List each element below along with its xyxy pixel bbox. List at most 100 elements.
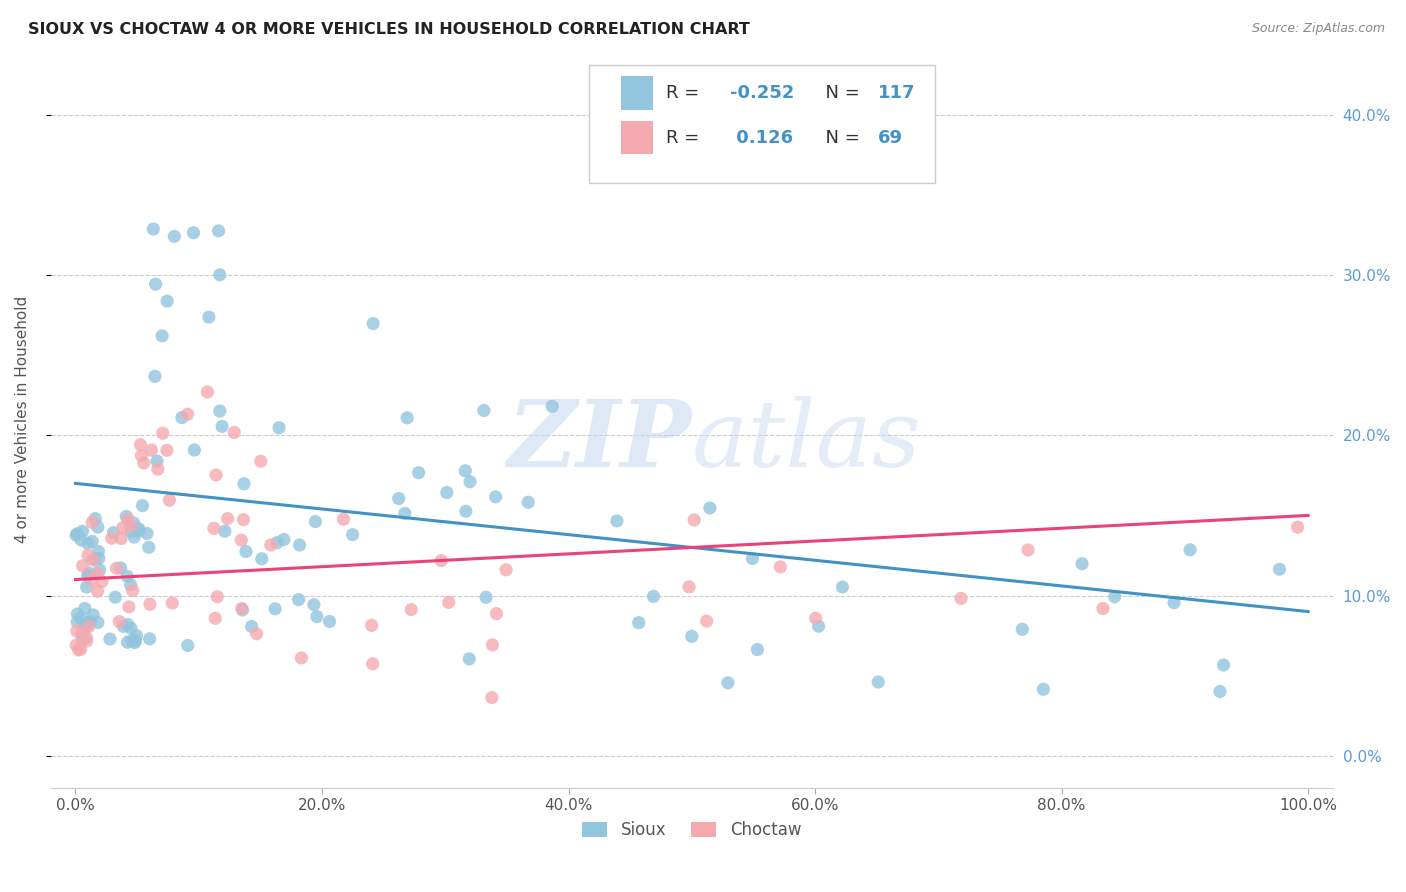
Point xyxy=(145,277,167,292)
Point xyxy=(100,531,122,545)
Text: atlas: atlas xyxy=(692,396,921,486)
Text: 117: 117 xyxy=(877,84,915,102)
Point xyxy=(231,601,253,615)
Point xyxy=(606,514,628,528)
Point xyxy=(76,536,98,550)
Point xyxy=(66,615,89,629)
Point xyxy=(138,632,160,646)
Point xyxy=(207,224,229,238)
Point xyxy=(288,538,311,552)
Point xyxy=(121,583,143,598)
Text: N =: N = xyxy=(814,128,865,146)
Point xyxy=(408,466,430,480)
Point xyxy=(132,456,155,470)
Point xyxy=(197,384,219,399)
Point xyxy=(86,566,108,581)
Point xyxy=(260,538,283,552)
Point xyxy=(430,553,453,567)
Point xyxy=(156,294,179,309)
Point xyxy=(110,561,132,575)
Text: R =: R = xyxy=(666,128,706,146)
Point xyxy=(143,369,166,384)
Point xyxy=(146,454,169,468)
Point xyxy=(117,635,139,649)
Point xyxy=(627,615,650,630)
Point xyxy=(84,511,107,525)
Point xyxy=(156,443,179,458)
Point xyxy=(152,426,174,441)
Point xyxy=(807,619,830,633)
Point xyxy=(699,501,721,516)
Point xyxy=(122,516,145,530)
FancyBboxPatch shape xyxy=(621,77,654,110)
Point xyxy=(163,229,186,244)
Point xyxy=(472,403,495,417)
Point xyxy=(117,512,139,526)
Point xyxy=(454,464,477,478)
Point xyxy=(246,626,269,640)
Point xyxy=(69,611,91,625)
Point xyxy=(115,509,138,524)
Point xyxy=(214,524,236,539)
Point xyxy=(111,521,134,535)
Point xyxy=(1212,658,1234,673)
Point xyxy=(287,592,309,607)
Point xyxy=(98,632,121,646)
Point xyxy=(76,580,98,594)
Point xyxy=(273,533,295,547)
Point xyxy=(231,533,253,548)
Point xyxy=(70,632,93,647)
Point xyxy=(122,530,145,544)
Point xyxy=(388,491,411,506)
Point xyxy=(72,625,94,640)
Point xyxy=(233,476,256,491)
Point xyxy=(475,591,498,605)
Point xyxy=(267,421,290,435)
Point xyxy=(76,568,98,582)
Point xyxy=(115,569,138,583)
Point xyxy=(454,504,477,518)
Point xyxy=(82,516,104,530)
Point xyxy=(170,410,193,425)
Point xyxy=(131,449,153,463)
Point xyxy=(1091,601,1114,615)
Point xyxy=(437,595,460,609)
Point xyxy=(950,591,973,606)
Point xyxy=(458,475,481,489)
Point xyxy=(250,454,273,468)
Point xyxy=(643,590,665,604)
Point xyxy=(541,400,564,414)
Point xyxy=(205,467,228,482)
Point xyxy=(87,544,110,558)
Point xyxy=(681,629,703,643)
Point xyxy=(481,638,503,652)
Point xyxy=(87,615,110,630)
Text: ZIP: ZIP xyxy=(508,396,692,486)
Point xyxy=(769,560,792,574)
Point xyxy=(121,633,143,648)
FancyBboxPatch shape xyxy=(621,120,654,154)
Point xyxy=(517,495,540,509)
Point xyxy=(804,611,827,625)
Point xyxy=(76,634,98,648)
Point xyxy=(86,584,108,599)
Point xyxy=(741,551,763,566)
Point xyxy=(250,551,273,566)
Point xyxy=(1071,557,1094,571)
Point xyxy=(204,611,226,625)
Point xyxy=(224,425,246,440)
Point xyxy=(332,512,354,526)
Point xyxy=(240,619,263,633)
Point xyxy=(183,442,205,457)
Point xyxy=(110,532,132,546)
Point xyxy=(717,675,740,690)
Point xyxy=(146,462,169,476)
Point xyxy=(75,619,97,633)
Point xyxy=(70,533,93,547)
Point xyxy=(302,598,325,612)
Point xyxy=(342,527,364,541)
Point xyxy=(266,535,288,549)
Point xyxy=(124,635,146,649)
Point xyxy=(1017,543,1039,558)
Point xyxy=(232,513,254,527)
